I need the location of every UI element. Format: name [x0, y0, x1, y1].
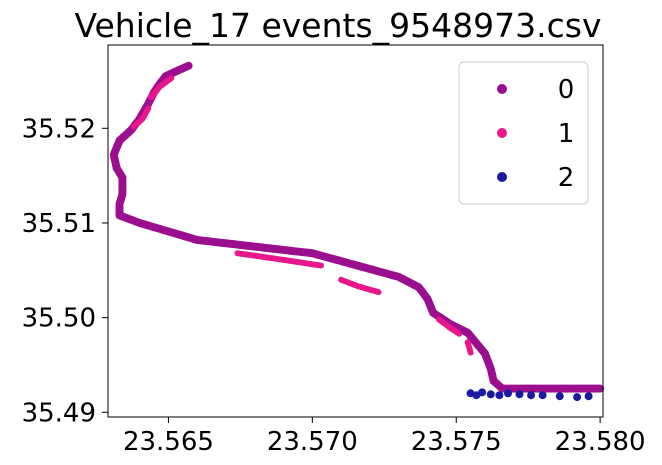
point-series-1 — [318, 262, 324, 269]
plot-frame — [107, 44, 604, 418]
x-axis: 23.565 23.570 23.575 23.580 — [123, 417, 646, 457]
x-tick-label: 23.580 — [555, 427, 646, 457]
x-tick-label: 23.565 — [123, 427, 214, 457]
point-series-2 — [504, 389, 512, 398]
point-series-1 — [375, 289, 382, 296]
point-series-2 — [486, 390, 495, 399]
legend-marker — [497, 172, 507, 182]
point-series-2 — [478, 388, 487, 397]
x-tick-label: 23.575 — [411, 427, 502, 457]
chart-title: Vehicle_17 events_9548973.csv — [74, 6, 601, 45]
point-series-2 — [573, 393, 582, 402]
legend-marker — [497, 84, 507, 94]
y-axis: 35.49 35.50 35.51 35.52 — [22, 114, 108, 428]
y-tick-label: 35.51 — [22, 209, 96, 239]
y-tick-label: 35.49 — [22, 398, 96, 428]
point-series-2 — [515, 390, 524, 399]
point-series-0 — [596, 384, 605, 393]
point-series-2 — [584, 392, 593, 401]
point-series-2 — [555, 392, 564, 401]
point-series-1 — [148, 94, 155, 101]
point-series-1 — [467, 349, 474, 356]
point-series-2 — [527, 391, 536, 400]
point-series-2 — [495, 391, 504, 400]
legend-label: 2 — [558, 163, 575, 193]
legend-label: 0 — [558, 75, 575, 105]
legend-frame — [458, 61, 589, 205]
point-series-2 — [538, 391, 547, 400]
point-series-1 — [130, 123, 137, 130]
legend-label: 1 — [558, 119, 575, 149]
point-series-1 — [456, 330, 463, 337]
chart-marks — [109, 61, 605, 402]
legend-marker — [497, 128, 507, 138]
x-tick-label: 23.570 — [267, 427, 358, 457]
y-tick-label: 35.50 — [22, 304, 96, 334]
legend: 0 1 2 — [458, 61, 589, 205]
y-tick-label: 35.52 — [22, 114, 96, 144]
